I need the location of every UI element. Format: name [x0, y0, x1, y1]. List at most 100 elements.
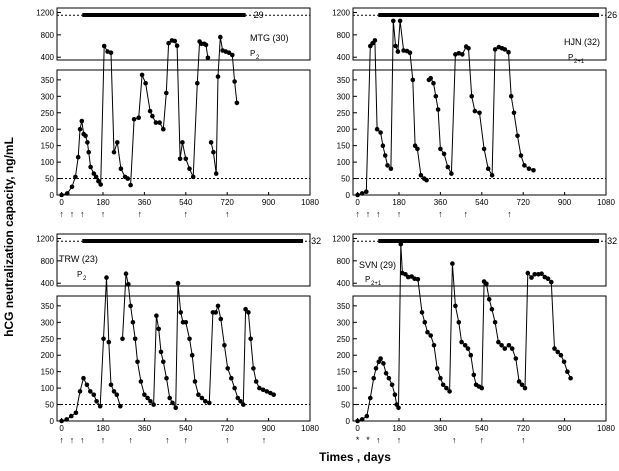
data-point: [364, 189, 369, 194]
data-point: [241, 402, 246, 407]
data-point: [84, 382, 90, 388]
data-point: [180, 140, 185, 145]
y-tick-label: 300: [337, 318, 351, 327]
panel-tr: 400 800 1200 0 50 100 150 200 250 300 350 0 180 360 54…: [332, 7, 617, 219]
y-tick-label: 150: [337, 142, 351, 151]
bar-label: 29: [254, 10, 264, 20]
subject-label: HJN (32): [564, 37, 600, 47]
data-point: [175, 280, 181, 286]
y-tick-label: 250: [41, 335, 55, 344]
data-point: [355, 418, 360, 424]
y-tick-label: 100: [41, 384, 55, 393]
data-point: [73, 174, 78, 180]
injection-arrow: ↑: [376, 435, 381, 445]
x-tick-label: 360: [434, 198, 448, 207]
data-point: [69, 184, 75, 190]
subject-label: MTG (30): [250, 33, 289, 43]
data-point: [472, 108, 478, 114]
data-point: [422, 320, 428, 325]
data-point: [539, 271, 544, 277]
data-point: [248, 336, 253, 342]
data-point: [123, 271, 129, 277]
data-point: [157, 120, 162, 125]
data-point: [167, 395, 172, 401]
data-point: [441, 151, 447, 157]
data-point: [381, 361, 386, 366]
subject-label: SVN (29): [359, 260, 396, 270]
data-point: [91, 171, 97, 176]
data-point: [506, 49, 511, 55]
data-point: [516, 379, 522, 384]
data-point: [456, 320, 462, 325]
data-point: [232, 79, 237, 84]
data-point: [94, 399, 99, 404]
data-point: [271, 392, 277, 398]
data-point: [97, 403, 103, 409]
data-point: [108, 382, 114, 388]
y-axis-label: hCG neutralization capacity, ng/mL: [2, 137, 16, 337]
data-point: [203, 42, 209, 48]
data-point: [383, 371, 389, 376]
data-point: [469, 94, 475, 99]
data-point: [545, 276, 551, 282]
series-line: [357, 244, 572, 422]
data-point: [151, 402, 156, 407]
data-point: [138, 379, 144, 384]
data-point: [428, 333, 434, 338]
data-point: [549, 279, 554, 285]
injection-arrow: ↑: [452, 435, 457, 445]
data-point: [415, 146, 420, 152]
y-tick-label: 300: [41, 318, 55, 327]
data-point: [85, 140, 90, 145]
data-point: [438, 375, 443, 381]
lower-frame: [352, 69, 607, 196]
data-point: [88, 164, 93, 170]
data-point: [529, 275, 534, 280]
data-point: [453, 303, 458, 309]
x-tick-label: 0: [355, 424, 360, 433]
data-point: [203, 399, 208, 404]
x-tick-label: 540: [475, 198, 489, 207]
x-tick-label: 720: [517, 198, 531, 207]
y-tick-label: 200: [41, 351, 55, 360]
data-point: [465, 346, 471, 351]
upper-frame: [56, 233, 311, 287]
data-point: [77, 389, 83, 394]
x-tick-label: 900: [558, 198, 572, 207]
data-point: [246, 310, 251, 315]
data-point: [502, 47, 508, 52]
data-point: [568, 375, 573, 381]
data-point: [142, 392, 147, 398]
x-tick-label: 0: [355, 198, 360, 207]
data-point: [522, 385, 528, 391]
data-point: [83, 133, 88, 139]
y-tick-label: 50: [341, 175, 350, 184]
injection-arrow: ↑: [184, 209, 189, 219]
data-point: [139, 72, 145, 78]
data-point: [229, 375, 234, 381]
injection-arrow: ↑: [463, 209, 468, 219]
data-point: [226, 50, 232, 55]
data-point: [407, 50, 413, 55]
data-point: [86, 149, 91, 155]
data-point: [132, 336, 138, 342]
y-tick-label: 1200: [332, 234, 350, 243]
data-point: [153, 120, 159, 125]
data-point: [401, 48, 406, 53]
data-point: [145, 395, 150, 401]
x-tick-label: 1080: [301, 424, 319, 433]
injection-arrow: ↑: [70, 435, 75, 445]
phase-label: P: [365, 275, 370, 284]
data-point: [150, 113, 155, 119]
y-tick-label: 200: [337, 125, 351, 134]
injection-arrow: ↑: [521, 435, 526, 445]
data-point: [385, 163, 390, 168]
injection-arrow: ↑: [507, 209, 512, 219]
data-point: [257, 385, 262, 391]
data-point: [59, 192, 64, 198]
subject-label: TRW (23): [59, 254, 98, 264]
data-point: [64, 417, 69, 422]
y-tick-label: 0: [346, 417, 351, 426]
x-tick-label: 540: [179, 198, 193, 207]
data-point: [120, 336, 125, 342]
